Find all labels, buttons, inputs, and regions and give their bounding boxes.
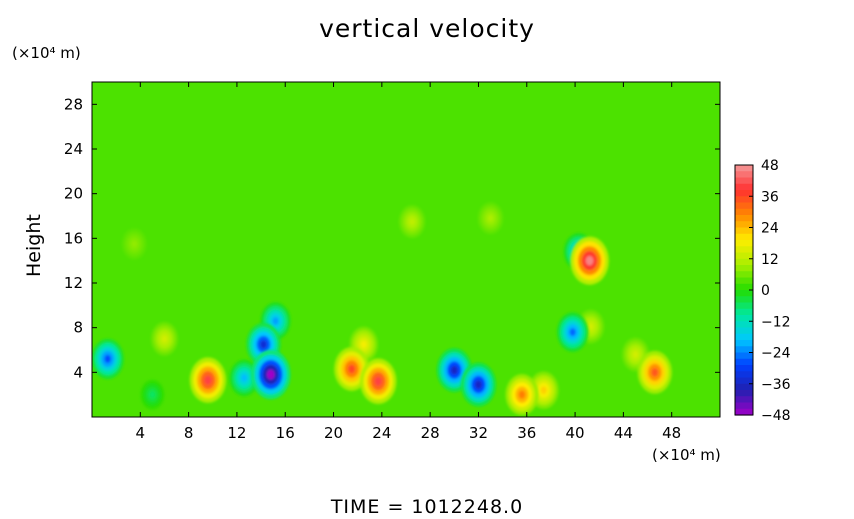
colorbar-band: [735, 233, 753, 241]
y-tick-label: 4: [73, 363, 83, 381]
field-cell: [92, 338, 124, 379]
colorbar-band: [735, 183, 753, 191]
velocity-field: [92, 82, 720, 417]
plot-frame: [91, 81, 721, 418]
x-tick-label: 36: [517, 424, 536, 442]
field-cell: [251, 350, 291, 400]
colorbar-tick-label: −48: [761, 408, 791, 424]
field-cell: [477, 202, 504, 235]
colorbar-band: [735, 333, 753, 341]
colorbar-tick-label: 24: [761, 221, 779, 237]
colorbar-band: [735, 215, 753, 222]
colorbar-band: [735, 402, 753, 410]
y-tick-label: 8: [73, 319, 83, 337]
field-cell: [505, 374, 539, 416]
colorbar-band: [735, 258, 753, 266]
x-tick-label: 8: [184, 424, 194, 442]
colorbar-band: [735, 196, 753, 204]
colorbar-band: [735, 340, 753, 347]
x-tick-label: 48: [662, 424, 681, 442]
y-tick-label: 12: [64, 274, 83, 292]
colorbar-band: [735, 308, 753, 316]
y-tick-label: 16: [64, 229, 83, 247]
field-cell: [189, 357, 227, 403]
colorbar-band: [735, 271, 753, 279]
x-tick-label: 20: [324, 424, 343, 442]
colorbar-band: [735, 177, 753, 185]
colorbar-band: [735, 265, 753, 272]
colorbar-band: [735, 327, 753, 335]
x-tick-label: 4: [136, 424, 146, 442]
colorbar-band: [735, 352, 753, 360]
field-cell: [460, 362, 496, 407]
x-tick-label: 40: [566, 424, 585, 442]
field-cell: [121, 228, 147, 260]
time-readout: TIME = 1012248.0: [330, 496, 524, 518]
x-tick-label: 16: [276, 424, 295, 442]
field-cell: [436, 348, 472, 392]
colorbar-band: [735, 390, 753, 397]
colorbar-tick-label: 12: [761, 252, 779, 268]
colorbar-band: [735, 202, 753, 210]
y-axis: 4 8 12 16 20 24 28: [64, 95, 720, 381]
colorbar-band: [735, 371, 753, 379]
x-tick-label: 12: [227, 424, 246, 442]
colorbar-band: [735, 396, 753, 404]
colorbar-band: [735, 165, 753, 172]
field-cell: [570, 236, 609, 285]
colorbar-band: [735, 221, 753, 229]
field-cell: [150, 321, 178, 356]
colorbar-band: [735, 377, 753, 385]
y-tick-label: 28: [64, 95, 83, 113]
x-tick-label: 32: [469, 424, 488, 442]
colorbar-band: [735, 171, 753, 179]
x-tick-label: 28: [421, 424, 440, 442]
colorbar-band: [735, 315, 753, 322]
y-axis-unit: (×10⁴ m): [12, 44, 81, 62]
colorbar-band: [735, 246, 753, 254]
colorbar-band: [735, 296, 753, 304]
chart-title: vertical velocity: [319, 14, 535, 43]
field-cell: [334, 347, 370, 391]
colorbar-tick-label: −36: [761, 377, 791, 393]
colorbar-tick-label: −12: [761, 314, 791, 330]
y-tick-label: 24: [64, 140, 83, 158]
x-axis-unit: (×10⁴ m): [652, 446, 721, 464]
field-cell: [140, 379, 165, 410]
colorbar-band: [735, 346, 753, 354]
colorbar-band: [735, 408, 753, 416]
field-background: [92, 82, 720, 417]
x-axis: 4 8 12 16 20 24 28 32 36 40 44 48: [136, 82, 681, 442]
colorbar-tick-label: 36: [761, 189, 779, 205]
field-cell: [556, 312, 589, 352]
colorbar-band: [735, 365, 753, 372]
colorbar-band: [735, 227, 753, 235]
y-tick-label: 20: [64, 185, 83, 203]
colorbar-band: [735, 283, 753, 291]
colorbar-band: [735, 208, 753, 216]
colorbar-band: [735, 358, 753, 366]
colorbar-band: [735, 277, 753, 285]
colorbar-band: [735, 240, 753, 247]
x-tick-label: 44: [614, 424, 633, 442]
colorbar-band: [735, 321, 753, 329]
colorbar-band: [735, 190, 753, 197]
x-tick-label: 24: [372, 424, 391, 442]
colorbar-tick-label: 48: [761, 158, 779, 174]
colorbar-tick-label: −24: [761, 346, 791, 362]
colorbar-band: [735, 383, 753, 391]
colorbar-band: [735, 252, 753, 260]
colorbar-tick-label: 0: [761, 283, 770, 299]
field-cell: [229, 359, 259, 397]
colorbar: 48 36 24 12 0 −12 −24 −36 −48: [734, 158, 791, 424]
colorbar-band: [735, 302, 753, 310]
colorbar-band: [735, 290, 753, 297]
field-cell: [637, 350, 672, 394]
field-cell: [360, 358, 397, 405]
field-cell: [398, 205, 426, 239]
